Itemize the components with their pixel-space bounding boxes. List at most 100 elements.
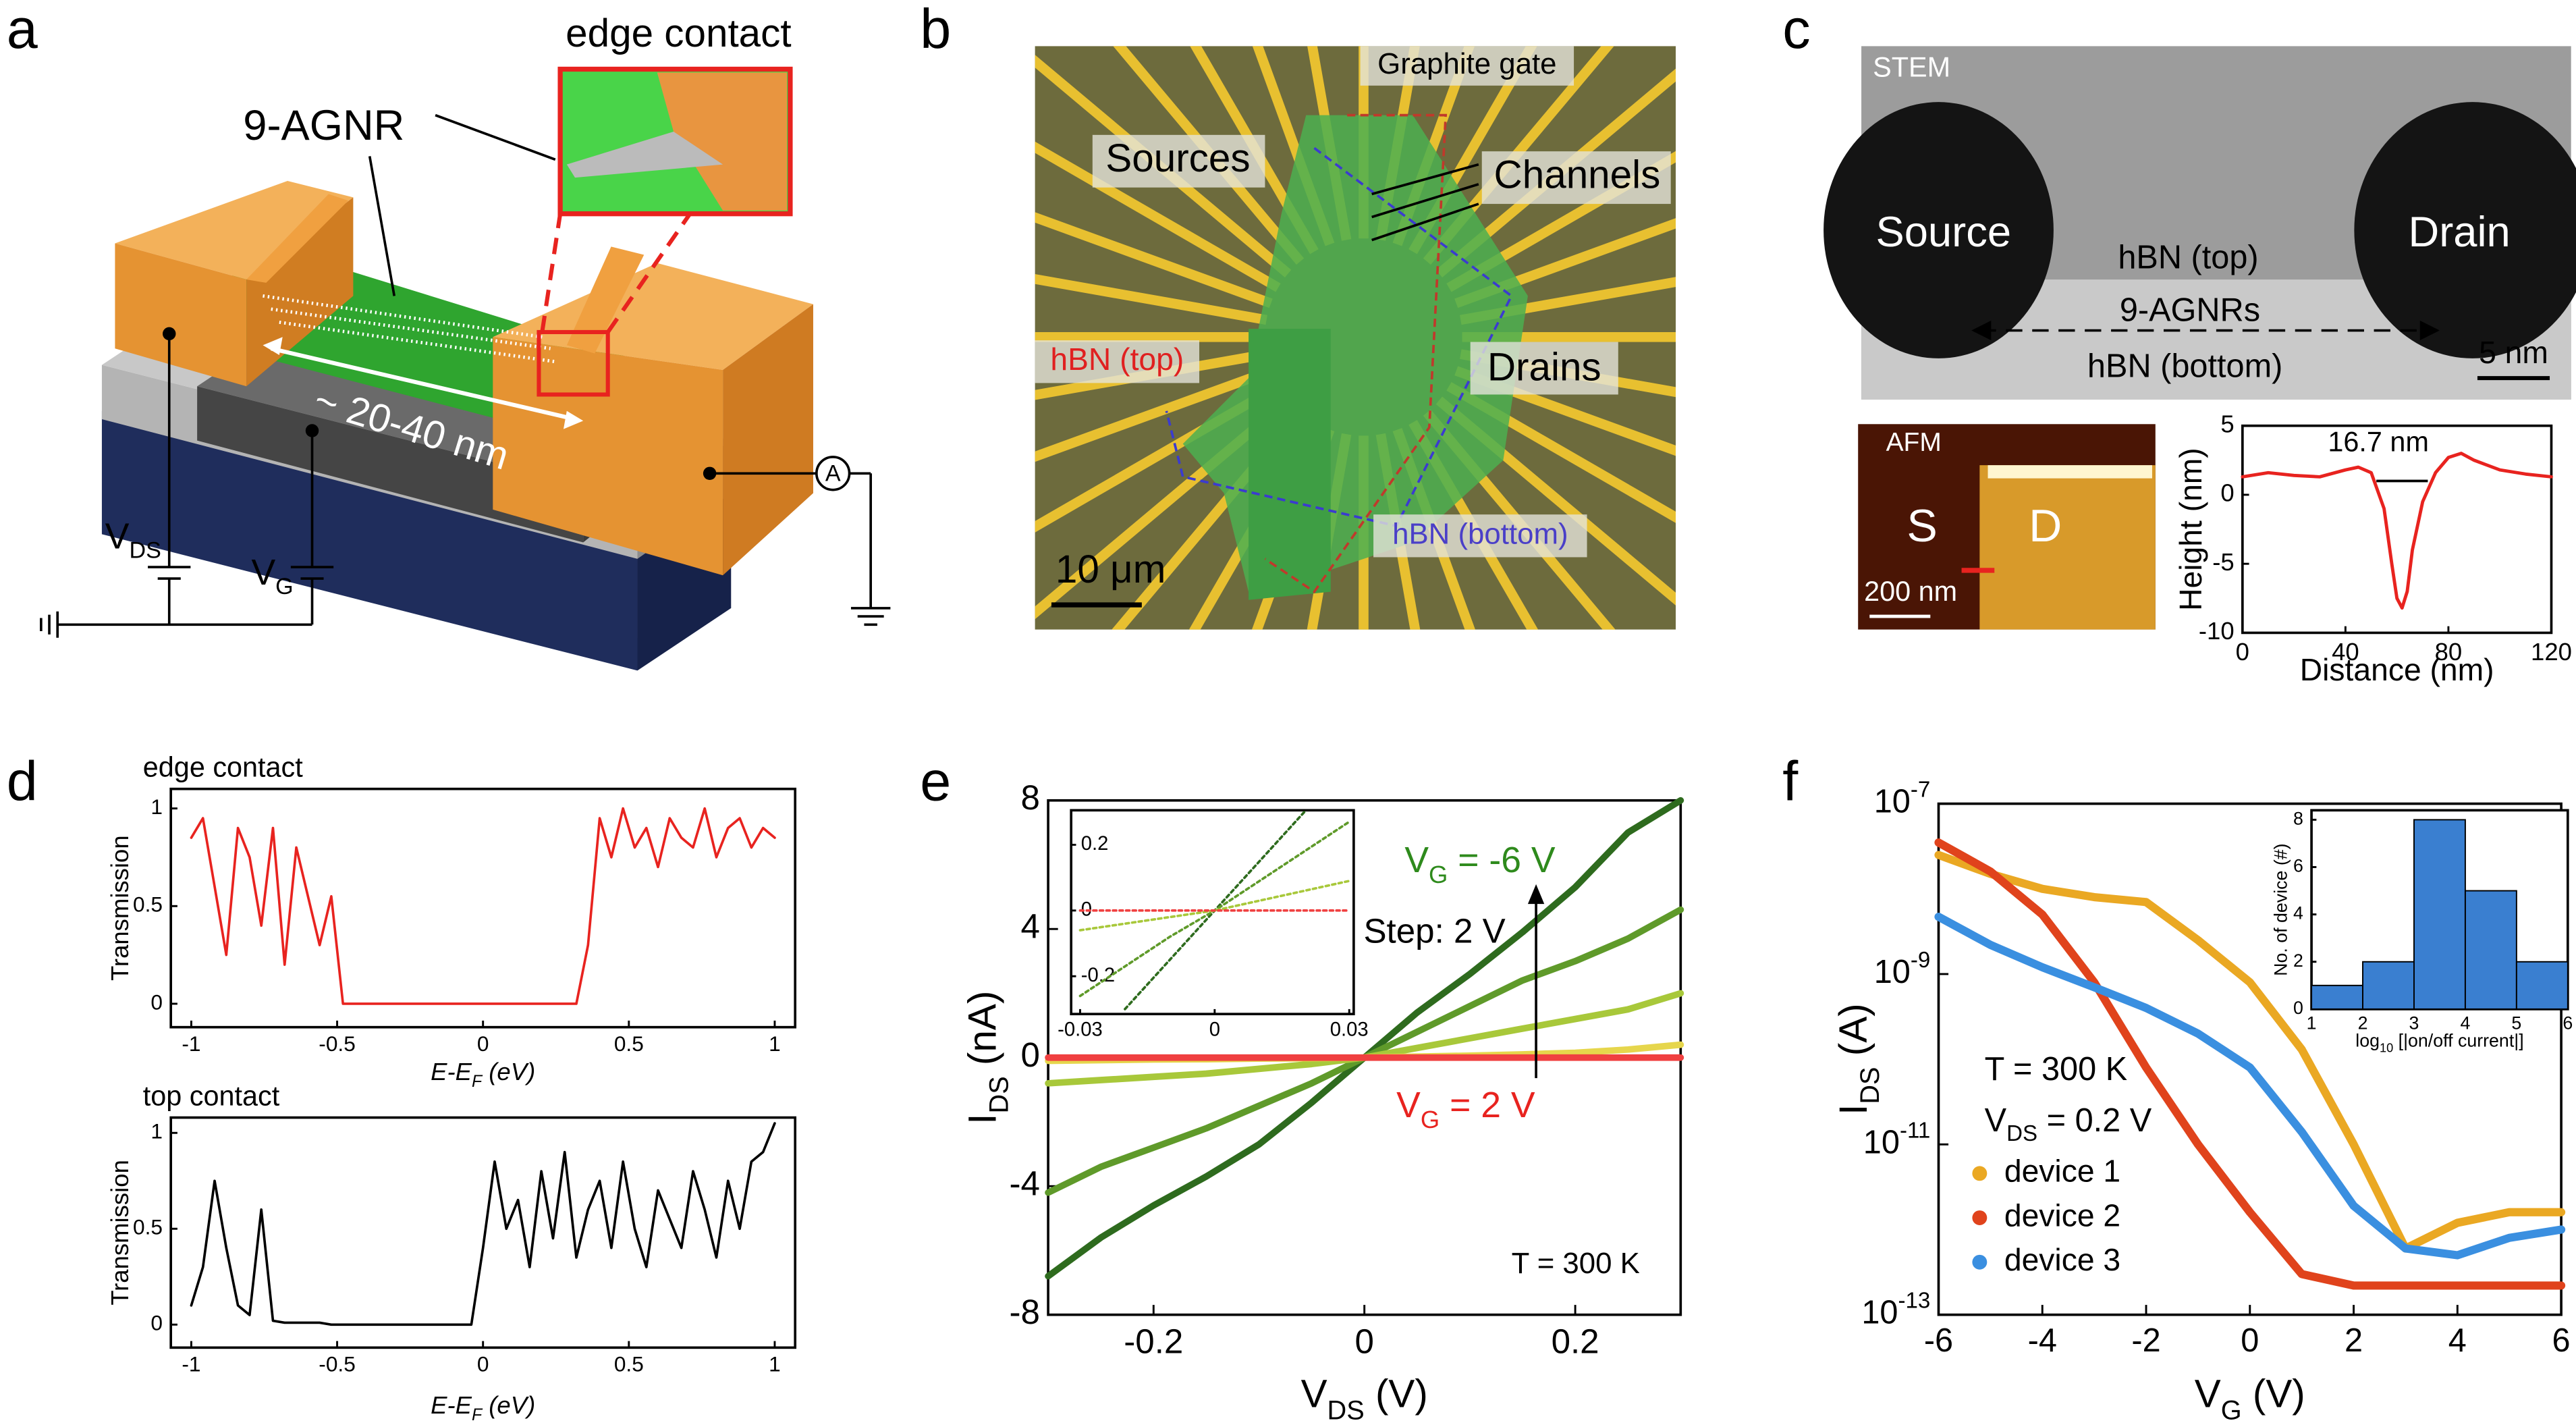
- label-part: G: [275, 574, 294, 599]
- y-tick-label: 10-11: [1863, 1119, 1931, 1161]
- x-tick-label: 2: [2358, 1013, 2368, 1033]
- legend-marker: [1972, 1210, 1988, 1226]
- y-axis-label: IDS (nA): [961, 991, 1014, 1125]
- y-tick-label: 0: [1020, 1036, 1039, 1074]
- electrode-lead: [1190, 46, 1319, 254]
- label-part: (V): [2242, 1372, 2305, 1416]
- label-part: V: [105, 517, 130, 557]
- x-tick-label: -1: [182, 1031, 200, 1056]
- inset-title: edge contact: [566, 11, 791, 55]
- source-label: Source: [1876, 209, 2012, 256]
- label-part: F: [472, 1406, 483, 1424]
- label-part: 10: [1874, 783, 1911, 819]
- x-tick-label: 0: [1354, 1322, 1373, 1361]
- data-line: [1078, 880, 1351, 932]
- annotation: VG = -6 V: [1404, 840, 1556, 888]
- label-part: DS: [984, 1076, 1014, 1113]
- stem-image: [1824, 46, 2576, 400]
- electrode-lead: [1113, 46, 1305, 265]
- histogram-bar: [2362, 961, 2415, 1010]
- data-line: [190, 1122, 776, 1326]
- label-part: G: [1421, 1106, 1440, 1133]
- histogram-bar: [2464, 890, 2517, 1010]
- data-line: [190, 807, 776, 1005]
- afm-image: [1858, 424, 2156, 630]
- y-tick-label: 4: [2293, 903, 2303, 923]
- x-tick-label: 0: [477, 1352, 489, 1376]
- x-tick-label: -2: [2131, 1322, 2160, 1359]
- panel-label: b: [920, 0, 951, 60]
- electrode-lead: [1435, 68, 1676, 277]
- y-tick-label: 0: [2220, 479, 2234, 507]
- chart-title: top contact: [143, 1080, 280, 1111]
- x-tick-label: 3: [2409, 1013, 2419, 1033]
- label-part: V: [1404, 840, 1429, 880]
- vg-label: VG: [251, 553, 293, 599]
- panel-label: c: [1782, 0, 1810, 60]
- x-tick-label: -0.03: [1058, 1019, 1103, 1041]
- label-part: -11: [1900, 1119, 1930, 1144]
- y-tick-label: 10-13: [1861, 1289, 1930, 1331]
- x-tick-label: 6: [2552, 1322, 2571, 1359]
- label-part: (A): [1832, 1003, 1875, 1067]
- chart-title: edge contact: [143, 751, 303, 782]
- x-axis-label: VDS (V): [1301, 1372, 1428, 1425]
- electrode-lead: [1035, 366, 1273, 462]
- electrode-lead: [1460, 277, 1676, 325]
- micrograph: [1035, 46, 1676, 630]
- x-tick-label: 0.2: [1552, 1322, 1599, 1361]
- data-line: [1934, 913, 2566, 1260]
- electrode-lead: [1035, 273, 1267, 325]
- label-part: 10: [1874, 954, 1911, 990]
- x-tick-label: 0: [477, 1031, 489, 1056]
- x-tick-label: -6: [1924, 1322, 1953, 1359]
- afm-label: AFM: [1886, 428, 1942, 457]
- scale-label: 200 nm: [1864, 576, 1957, 607]
- scale-label: 10 μm: [1056, 547, 1166, 591]
- x-tick-label: 120: [2531, 638, 2572, 666]
- y-tick-label: 10-9: [1874, 948, 1931, 990]
- label-part: E-E: [431, 1391, 472, 1419]
- x-tick-label: 1: [769, 1031, 781, 1056]
- legend-marker: [1972, 1166, 1988, 1181]
- sources-label: Sources: [1105, 136, 1250, 180]
- ribbons-label: 9-AGNRs: [2120, 292, 2260, 329]
- panel-label: a: [7, 0, 38, 60]
- label-part: V: [1396, 1085, 1421, 1125]
- electrode-lead: [1454, 218, 1676, 308]
- x-tick-label: 1: [769, 1352, 781, 1376]
- x-tick-label: 40: [2332, 638, 2359, 666]
- annotation: T = 300 K: [1985, 1051, 2128, 1087]
- annotation: Step: 2 V: [1363, 911, 1505, 950]
- y-axis-label: Transmission: [106, 1160, 134, 1306]
- data-line: [2241, 452, 2553, 610]
- annotation: T = 300 K: [1512, 1247, 1640, 1280]
- annotation: VDS = 0.2 V: [1985, 1102, 2152, 1146]
- label-part: [|on/off current|]: [2393, 1031, 2523, 1051]
- label-part: 10: [1863, 1124, 1900, 1160]
- label-part: = 2 V: [1440, 1085, 1535, 1125]
- x-tick-label: 6: [2563, 1013, 2573, 1033]
- panel-label: f: [1782, 750, 1799, 813]
- label-part: = -6 V: [1448, 840, 1556, 880]
- x-tick-label: 0: [2236, 638, 2249, 666]
- label-part: DS: [130, 538, 161, 564]
- ammeter-label: A: [825, 461, 841, 487]
- scale-label: 5 nm: [2479, 335, 2548, 370]
- x-axis-label: log10 [|on/off current|]: [2355, 1031, 2523, 1055]
- y-tick-label: 0.5: [133, 1215, 163, 1239]
- y-tick-label: 0.2: [1081, 833, 1109, 855]
- y-tick-label: 6: [2293, 856, 2303, 876]
- y-tick-label: -8: [1009, 1293, 1039, 1331]
- drains-label: Drains: [1487, 345, 1601, 389]
- y-tick-label: -5: [2212, 548, 2234, 576]
- annotation: 16.7 nm: [2328, 426, 2429, 457]
- x-tick-label: 80: [2435, 638, 2463, 666]
- y-tick-label: 0: [150, 1311, 163, 1335]
- legend-marker: [1972, 1254, 1988, 1270]
- y-tick-label: 8: [2293, 808, 2303, 828]
- x-tick-label: 4: [2460, 1013, 2470, 1033]
- histogram-bar: [2311, 984, 2364, 1010]
- channels-label: Channels: [1494, 153, 1661, 197]
- label-part: (eV): [482, 1391, 535, 1419]
